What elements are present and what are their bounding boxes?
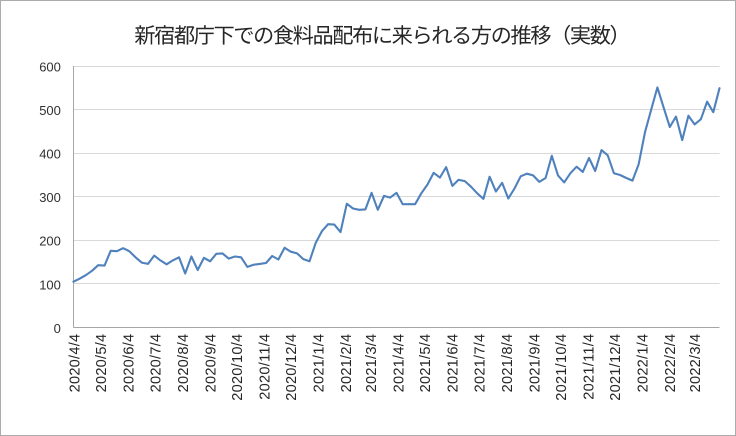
- svg-text:2021/7/4: 2021/7/4: [472, 334, 488, 393]
- svg-text:300: 300: [39, 190, 61, 205]
- svg-text:2020/10/4: 2020/10/4: [230, 334, 246, 401]
- svg-text:2020/12/4: 2020/12/4: [284, 334, 300, 401]
- svg-text:2021/10/4: 2021/10/4: [554, 334, 570, 401]
- svg-text:2020/7/4: 2020/7/4: [148, 334, 164, 393]
- svg-text:500: 500: [39, 103, 61, 118]
- svg-text:2021/12/4: 2021/12/4: [608, 334, 624, 401]
- svg-text:2020/9/4: 2020/9/4: [203, 334, 219, 393]
- svg-text:2020/6/4: 2020/6/4: [122, 334, 138, 393]
- svg-text:2021/9/4: 2021/9/4: [527, 334, 543, 393]
- svg-text:200: 200: [39, 234, 61, 249]
- svg-text:2021/2/4: 2021/2/4: [339, 334, 355, 393]
- svg-text:100: 100: [39, 277, 61, 292]
- svg-text:400: 400: [39, 147, 61, 162]
- svg-text:2021/6/4: 2021/6/4: [446, 334, 462, 393]
- svg-text:2021/3/4: 2021/3/4: [364, 334, 380, 393]
- svg-text:2020/8/4: 2020/8/4: [176, 334, 192, 393]
- svg-text:0: 0: [54, 321, 61, 336]
- svg-text:2021/4/4: 2021/4/4: [392, 334, 408, 393]
- svg-text:600: 600: [39, 59, 61, 74]
- svg-text:2020/4/4: 2020/4/4: [68, 334, 84, 393]
- svg-text:2021/5/4: 2021/5/4: [418, 334, 434, 393]
- svg-text:2020/11/4: 2020/11/4: [258, 334, 274, 400]
- svg-text:2020/5/4: 2020/5/4: [94, 334, 110, 393]
- svg-text:2021/8/4: 2021/8/4: [500, 334, 516, 393]
- svg-text:2021/1/4: 2021/1/4: [312, 334, 328, 393]
- svg-text:2022/2/4: 2022/2/4: [663, 334, 679, 393]
- svg-text:2021/11/4: 2021/11/4: [582, 334, 598, 400]
- svg-text:2022/3/4: 2022/3/4: [688, 334, 704, 393]
- svg-text:2022/1/4: 2022/1/4: [636, 334, 652, 393]
